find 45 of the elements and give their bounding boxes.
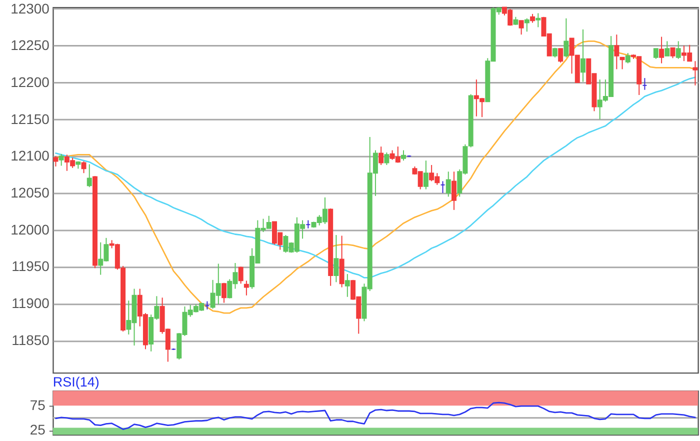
- candlestick: [580, 28, 586, 82]
- candlestick: [423, 160, 428, 190]
- candlestick: [222, 282, 227, 304]
- candlestick: [692, 60, 698, 86]
- candlestick: [81, 160, 86, 174]
- y-tick-label: 11950: [12, 258, 50, 274]
- candlestick: [676, 40, 681, 60]
- y-tick-label: 12050: [10, 184, 50, 200]
- y-tick-label: 25: [30, 422, 46, 438]
- candlestick: [344, 274, 350, 298]
- candlestick: [564, 18, 569, 58]
- candlestick: [620, 56, 625, 70]
- candlestick: [614, 34, 620, 70]
- y-tick-label: 12250: [10, 37, 50, 54]
- candlestick: [58, 153, 64, 166]
- candlestick: [659, 36, 664, 64]
- candlestick: [401, 150, 406, 162]
- candlestick: [238, 266, 244, 284]
- line-series: [55, 402, 696, 430]
- candlestick: [524, 18, 530, 32]
- line-series: [55, 76, 696, 278]
- candlestick: [625, 52, 630, 64]
- chart-title: RSI(14): [52, 374, 100, 390]
- candlestick: [558, 48, 564, 64]
- candlestick: [664, 40, 670, 56]
- candlestick: [334, 234, 339, 283]
- y-tick-label: 75: [30, 397, 46, 414]
- candlestick: [518, 20, 524, 36]
- candlestick: [86, 164, 92, 188]
- candlestick: [452, 171, 456, 210]
- y-tick-label: 12150: [10, 110, 50, 127]
- y-tick-label: 11900: [12, 295, 50, 312]
- y-tick-label: 12300: [10, 0, 50, 16]
- candlestick: [384, 152, 390, 166]
- candlestick: [378, 146, 384, 166]
- candlestick: [244, 280, 249, 296]
- candlestick: [53, 156, 58, 167]
- candlestick: [653, 48, 658, 60]
- y-tick-label: 12100: [10, 148, 50, 164]
- candlestick: [670, 47, 676, 59]
- y-tick-label: 12000: [10, 221, 50, 238]
- candlestick: [536, 12, 541, 28]
- y-tick-label: 11850: [12, 332, 50, 348]
- y-tick-label: 12200: [10, 74, 50, 90]
- candlestick: [446, 171, 451, 198]
